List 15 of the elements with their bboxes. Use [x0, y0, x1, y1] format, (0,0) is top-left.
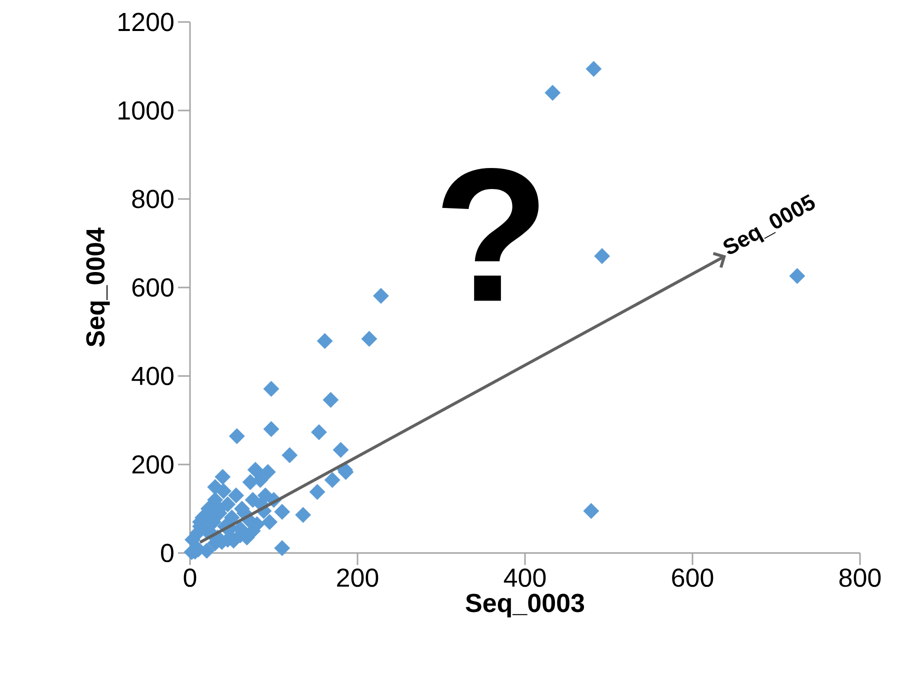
- y-tick-label: 1000: [118, 101, 174, 120]
- x-axis-title: Seq_0003: [466, 594, 584, 618]
- y-tick-label: 800: [132, 190, 174, 208]
- x-tick-label: 600: [672, 568, 714, 587]
- y-tick-label: 1200: [118, 12, 174, 32]
- x-tick-label: 400: [504, 568, 546, 587]
- x-tick-label: 0: [184, 568, 196, 587]
- y-tick-label: 400: [132, 366, 174, 386]
- x-tick-label: 800: [839, 568, 881, 587]
- y-tick-label: 200: [132, 455, 174, 474]
- y-axis-title: Seq_0004: [86, 228, 110, 347]
- y-tick-label: 600: [132, 278, 174, 297]
- y-tick-label: 0: [161, 544, 174, 562]
- x-tick-label: 200: [337, 568, 378, 587]
- annotation: ?: [442, 168, 539, 301]
